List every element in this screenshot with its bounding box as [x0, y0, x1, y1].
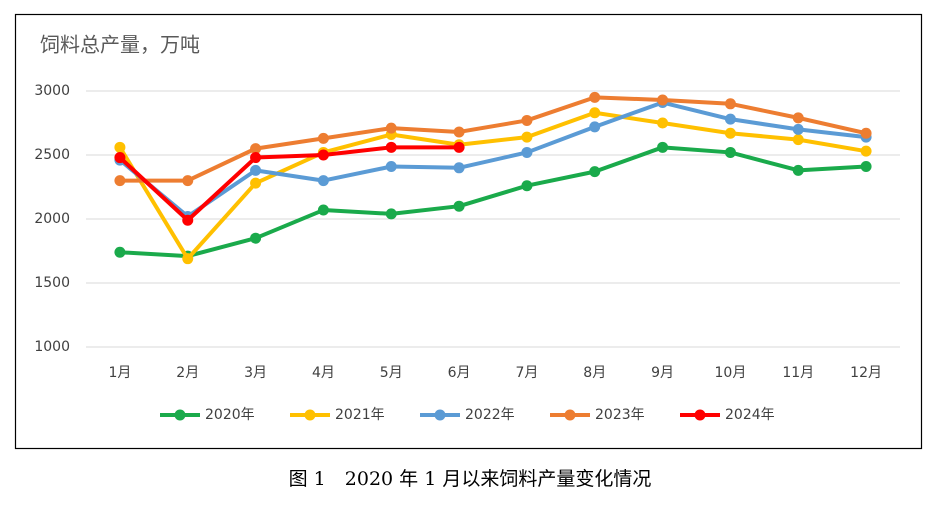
series-point	[657, 141, 669, 153]
x-tick-label: 12月	[850, 365, 882, 381]
series-point	[453, 162, 465, 174]
legend-label: 2023年	[595, 407, 645, 423]
series-point	[385, 208, 397, 220]
series-point	[521, 146, 533, 158]
series-point	[724, 98, 736, 110]
legend-marker	[694, 409, 706, 421]
series-point	[521, 180, 533, 192]
legend-label: 2024年	[725, 407, 775, 423]
legend-label: 2021年	[335, 407, 385, 423]
series-point	[453, 126, 465, 138]
series-line	[118, 145, 460, 223]
x-tick-label: 6月	[448, 365, 471, 381]
x-tick-label: 1月	[108, 365, 131, 381]
series-point	[114, 175, 126, 187]
series-point	[589, 166, 601, 178]
series-point	[317, 175, 329, 187]
series-point	[724, 146, 736, 158]
series-point	[250, 177, 262, 189]
series-point	[860, 161, 872, 173]
x-tick-label: 8月	[583, 365, 606, 381]
series-point	[385, 122, 397, 134]
series-point	[317, 132, 329, 144]
legend-marker	[174, 409, 186, 421]
legend-label: 2020年	[205, 407, 255, 423]
series-line	[119, 145, 867, 259]
series-line	[118, 110, 867, 261]
x-tick-label: 2月	[176, 365, 199, 381]
x-tick-label: 9月	[651, 365, 674, 381]
series-line	[119, 95, 867, 183]
series-point	[250, 232, 262, 244]
y-tick-label: 3000	[34, 83, 70, 99]
series-point	[453, 141, 465, 153]
y-tick-label: 1500	[34, 275, 70, 291]
x-tick-label: 10月	[715, 365, 747, 381]
series-point	[724, 113, 736, 125]
series-point	[317, 149, 329, 161]
y-tick-label: 2000	[34, 211, 70, 227]
series-point	[114, 152, 126, 164]
series-point	[250, 164, 262, 176]
series-point	[453, 200, 465, 212]
x-tick-label: 7月	[515, 365, 538, 381]
legend-marker	[564, 409, 576, 421]
series-point	[182, 175, 194, 187]
series-point	[657, 94, 669, 106]
chart-title: 饲料总产量，万吨	[40, 33, 200, 57]
series-point	[657, 117, 669, 129]
legend-label: 2022年	[465, 407, 515, 423]
series-point	[182, 214, 194, 226]
y-tick-label: 2500	[34, 147, 70, 163]
series-point	[792, 123, 804, 135]
chart-border	[14, 13, 923, 450]
series-point	[250, 152, 262, 164]
series-point	[792, 112, 804, 124]
caption: 图 1 2020 年 1 月以来饲料产量变化情况	[289, 468, 652, 490]
x-tick-label: 5月	[380, 365, 403, 381]
x-tick-label: 3月	[244, 365, 267, 381]
series-point	[114, 141, 126, 153]
series-point	[792, 164, 804, 176]
legend-marker	[434, 409, 446, 421]
series-point	[385, 161, 397, 173]
series-point	[792, 134, 804, 146]
series-point	[860, 145, 872, 157]
series-point	[385, 141, 397, 153]
series-point	[589, 107, 601, 119]
x-tick-label: 4月	[312, 365, 335, 381]
series-point	[589, 121, 601, 133]
series-line	[118, 100, 867, 219]
x-tick-label: 11月	[782, 365, 814, 381]
series-point	[182, 253, 194, 265]
series-point	[317, 204, 329, 216]
series-point	[521, 131, 533, 143]
series-point	[521, 114, 533, 126]
series-point	[589, 91, 601, 103]
series-point	[250, 143, 262, 155]
series-point	[724, 127, 736, 139]
y-tick-label: 1000	[34, 339, 70, 355]
legend-marker	[304, 409, 316, 421]
series-point	[860, 127, 872, 139]
series-point	[114, 246, 126, 258]
